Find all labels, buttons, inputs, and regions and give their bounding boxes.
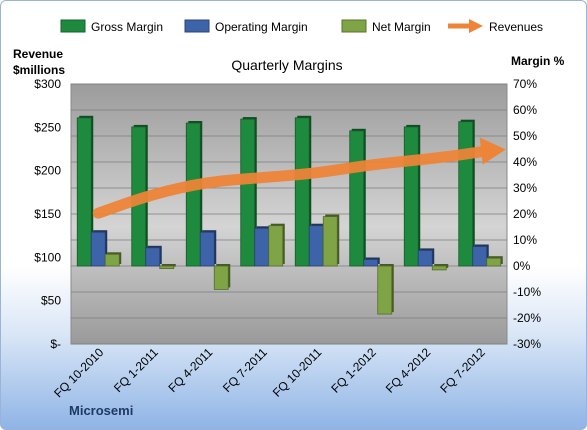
category-labels: FQ 10-2010 FQ 1-2011 FQ 4-2011 FQ 7-2011 FQ …: [51, 345, 488, 400]
right-tick-label: 40%: [513, 155, 537, 169]
left-tick-label: $300: [34, 77, 61, 91]
bar-gross-margin: [185, 122, 201, 267]
legend-label-net-margin: Net Margin: [372, 20, 431, 34]
category-label: FQ 4-2012: [383, 345, 434, 396]
company-label: Microsemi: [69, 403, 133, 418]
revenue-arrowhead: [479, 137, 506, 165]
bar-gross-margin: [240, 118, 256, 267]
legend-swatch-operating-margin: [184, 19, 210, 33]
right-tick-label: -10%: [513, 285, 541, 299]
legend: Gross Margin Operating Margin Net Margin…: [60, 19, 543, 34]
bar-operating-margin: [254, 227, 270, 267]
bar-gross-margin: [76, 117, 92, 267]
bar-net-margin: [377, 265, 393, 315]
legend-item-revenues: Revenues: [448, 19, 543, 34]
bar-net-margin: [486, 257, 502, 267]
bar-gross-margin: [349, 130, 365, 267]
legend-item-gross-margin: Gross Margin: [60, 19, 163, 34]
right-tick-label: 0%: [513, 259, 531, 273]
category-label: FQ 1-2012: [328, 345, 379, 396]
bar-operating-margin: [199, 231, 215, 267]
right-tick-label: 20%: [513, 207, 537, 221]
left-tick-label: $150: [34, 207, 61, 221]
left-axis-ticks: $300 $250 $200 $150 $100 $50 $-: [34, 77, 61, 351]
category-label: FQ 7-2012: [437, 345, 488, 396]
bar-operating-margin: [90, 231, 106, 267]
legend-label-operating-margin: Operating Margin: [215, 20, 308, 34]
right-tick-label: 50%: [513, 129, 537, 143]
left-tick-label: $100: [34, 250, 61, 264]
bar-net-margin: [159, 265, 175, 269]
right-tick-label: 70%: [513, 77, 537, 91]
category-label: FQ 7-2011: [220, 345, 270, 395]
bar-operating-margin: [363, 259, 379, 267]
bar-gross-margin: [294, 117, 310, 267]
bar-operating-margin: [472, 246, 488, 267]
chart-title: Quarterly Margins: [231, 57, 342, 73]
legend-arrow-revenues: [469, 19, 483, 33]
bar-net-margin: [104, 253, 120, 267]
bar-net-margin: [322, 216, 338, 267]
left-tick-label: $250: [34, 120, 61, 134]
bar-operating-margin: [417, 249, 433, 267]
right-tick-label: -30%: [513, 337, 541, 351]
bar-operating-margin: [145, 247, 161, 267]
bar-net-margin: [431, 265, 447, 271]
left-axis-label-line1: Revenue: [13, 47, 63, 61]
bar-depth-net-margin: [161, 264, 176, 267]
legend-item-net-margin: Net Margin: [341, 19, 431, 34]
right-axis-ticks: 70% 60% 50% 40% 30% 20% 10% 0% -10% -20% -30%: [513, 77, 541, 351]
revenue-series-line: [92, 145, 490, 219]
revenue-line: [92, 137, 506, 219]
right-tick-label: 10%: [513, 233, 537, 247]
category-label: FQ 10-2011: [270, 345, 325, 400]
right-tick-label: -20%: [513, 311, 541, 325]
bar-operating-margin: [308, 225, 324, 267]
category-label: FQ 4-2011: [166, 345, 216, 395]
legend-label-revenues: Revenues: [489, 20, 543, 34]
left-tick-label: $-: [50, 337, 61, 351]
category-label: FQ 1-2011: [111, 345, 161, 395]
legend-item-operating-margin: Operating Margin: [184, 19, 308, 34]
left-axis-label-line2: $millions: [13, 63, 65, 77]
legend-swatch-net-margin: [341, 19, 367, 33]
bar-net-margin: [213, 265, 229, 290]
category-label: FQ 10-2010: [51, 345, 106, 400]
left-tick-label: $200: [34, 164, 61, 178]
right-axis-label: Margin %: [511, 54, 565, 68]
right-tick-label: 30%: [513, 181, 537, 195]
bar-gross-margin: [458, 121, 474, 267]
legend-label-gross-margin: Gross Margin: [91, 20, 163, 34]
bar-gross-margin: [403, 126, 419, 267]
legend-swatch-gross-margin: [60, 19, 86, 33]
right-tick-label: 60%: [513, 103, 537, 117]
left-tick-label: $50: [41, 294, 61, 308]
bar-net-margin: [268, 225, 284, 267]
